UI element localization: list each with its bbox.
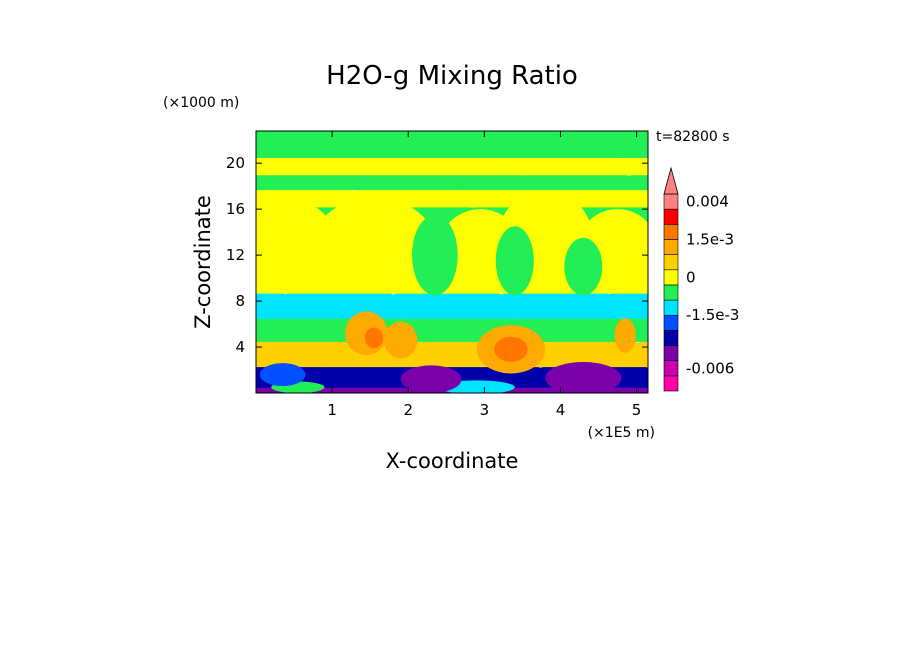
y-tick-label: 12: [226, 246, 245, 264]
contour-blob: [412, 214, 458, 296]
colorbar: [663, 166, 679, 392]
colorbar-level: [663, 269, 679, 286]
x-axis-unit: (×1E5 m): [588, 425, 655, 441]
chart-title: H2O-g Mixing Ratio: [326, 61, 578, 91]
contour-blob: [614, 318, 636, 353]
colorbar-level: [663, 193, 679, 210]
y-tick-label: 16: [226, 200, 245, 218]
contour-blob: [564, 237, 603, 296]
contour-blob: [400, 365, 462, 393]
x-tick-label: 5: [632, 401, 642, 419]
x-tick-label: 2: [403, 401, 413, 419]
colorbar-level: [663, 224, 679, 240]
colorbar-level: [663, 239, 679, 255]
y-axis-unit: (×1000 m): [163, 95, 239, 111]
plot-area: [256, 131, 648, 393]
x-tick-label: 4: [556, 401, 566, 419]
colorbar-level: [663, 299, 679, 316]
contour-features: [256, 191, 648, 393]
x-tick-label: 3: [480, 401, 490, 419]
colorbar-level: [663, 375, 679, 392]
y-tick-label: 20: [226, 154, 245, 172]
x-tick-label: 1: [327, 401, 337, 419]
contour-blob: [364, 327, 384, 349]
y-tick-label: 4: [235, 338, 245, 356]
colorbar-level: [663, 360, 679, 377]
time-label: t=82800 s: [656, 129, 730, 145]
colorbar-tick-label: 0.004: [686, 193, 729, 211]
y-axis-title: Z-coordinate: [191, 195, 215, 329]
y-tick-label: 8: [235, 292, 245, 310]
colorbar-level: [663, 345, 679, 361]
y-axis-ticks: 4 8 12 16 20: [226, 154, 648, 356]
x-axis-ticks: 1 2 3 4 5: [327, 131, 641, 419]
contour-blob: [495, 226, 534, 296]
contour-blob: [256, 197, 333, 267]
colorbar-ticks: 0.004 1.5e-3 0 -1.5e-3 -0.006: [686, 193, 739, 378]
colorbar-level: [663, 330, 679, 346]
contour-blob: [259, 363, 306, 387]
colorbar-tick-label: 1.5e-3: [686, 230, 734, 248]
plot-frame: [255, 130, 649, 394]
colorbar-extend-arrow: [663, 166, 679, 195]
contour-blob: [494, 336, 528, 362]
contour-blob: [545, 361, 622, 393]
colorbar-level: [663, 314, 679, 331]
colorbar-level: [663, 284, 679, 301]
contour-band: [256, 285, 648, 319]
contour-blob: [383, 321, 418, 359]
colorbar-tick-label: -0.006: [686, 359, 734, 377]
colorbar-tick-label: -1.5e-3: [686, 306, 739, 324]
colorbar-tick-label: 0: [686, 268, 696, 286]
colorbar-level: [663, 254, 679, 271]
colorbar-level: [663, 208, 679, 225]
contour-blob: [313, 197, 435, 290]
x-axis-title: X-coordinate: [386, 449, 519, 473]
contour-band: [256, 131, 648, 158]
